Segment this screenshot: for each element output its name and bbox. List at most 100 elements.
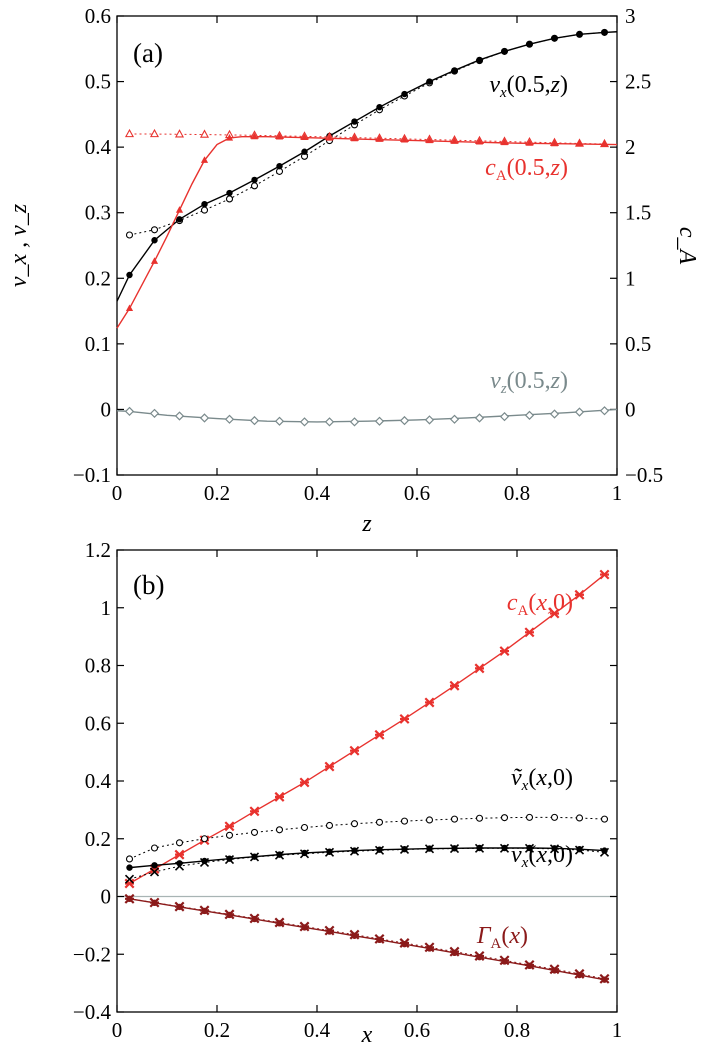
data-point-diamond [399, 415, 410, 426]
y2-tick-label-a: −0.5 [625, 463, 663, 487]
data-point-filled [501, 48, 508, 55]
label-end: ) [560, 155, 568, 181]
data-point-star [574, 589, 585, 600]
data-point-star [324, 925, 335, 936]
data-point-filled [451, 67, 458, 74]
data-point-star [574, 968, 585, 979]
data-point-star [449, 946, 460, 957]
panel-a: 0 0.2 0.4 0.6 0.8 1−0.100.10.20.30.40.50.6−0.… [6, 4, 700, 537]
y-tick-label-b: 1 [101, 596, 112, 620]
series-label-vxtilde: ṽx(x,0) [511, 765, 573, 794]
data-point-filled [150, 257, 159, 264]
data-point-star [474, 663, 485, 674]
series-label-gammaA: ΓA(x) [476, 923, 528, 952]
data-point-diamond [474, 413, 485, 423]
series-line [129, 847, 605, 869]
label-end: ,0) [547, 590, 573, 616]
data-point-filled [200, 156, 209, 163]
data-point-star [124, 878, 135, 889]
data-point-filled [175, 206, 184, 213]
data-point-open [450, 815, 459, 823]
data-point-filled [300, 133, 309, 141]
label-var: z [550, 368, 561, 394]
data-point-cross [174, 861, 185, 871]
data-point-open [325, 821, 334, 830]
label-var: z [550, 155, 561, 181]
y-tick-label-b: −0.4 [73, 1000, 112, 1024]
data-point-open [400, 817, 409, 825]
series-a-0 [116, 28, 618, 302]
series-label-vx-b: vx(x,0) [511, 842, 573, 871]
label-rest: ( [501, 923, 509, 949]
x-tick-label-b: 0 [112, 1018, 123, 1042]
data-point-star [299, 777, 310, 788]
y2-tick-label-a: 0.5 [625, 332, 651, 356]
x-tick-label-b: 0.6 [404, 1018, 430, 1042]
series-a-1 [116, 128, 618, 329]
data-point-filled [525, 139, 534, 146]
data-point-diamond [349, 417, 360, 427]
data-point-open [225, 195, 234, 203]
data-point-open [125, 231, 134, 239]
label-main: v [490, 368, 501, 394]
data-point-open [200, 206, 209, 214]
data-point-open [600, 815, 609, 823]
data-point-star [499, 955, 510, 966]
y-tick-label-b: 0 [101, 885, 112, 909]
data-point-cross [499, 843, 510, 853]
data-point-diamond [199, 413, 210, 423]
y-tick-label-b: 1.2 [85, 538, 111, 562]
data-point-diamond [149, 408, 160, 419]
label-sub: A [496, 168, 507, 184]
x-tick-label-a: 0.4 [304, 481, 331, 505]
data-point-filled [176, 216, 183, 223]
label-end: ) [560, 72, 568, 98]
series-dotted-line [129, 31, 605, 236]
data-point-open [250, 182, 259, 190]
data-point-star [449, 680, 460, 691]
label-main: ṽ [511, 765, 523, 791]
data-point-star [499, 646, 510, 657]
plot-frame-a [116, 15, 618, 476]
data-point-filled [151, 862, 158, 869]
y-tick-label-a: 0 [101, 397, 112, 421]
series-line [116, 408, 618, 423]
y2-tick-label-a: 2 [625, 135, 636, 159]
data-point-diamond [499, 411, 510, 422]
data-point-diamond [274, 416, 285, 426]
data-point-cross [124, 874, 135, 884]
series-dotted-line [129, 133, 605, 145]
data-point-filled [476, 56, 483, 64]
label-var: z [550, 72, 561, 98]
data-point-open [300, 823, 309, 832]
y2-axis-label-a: c_A [674, 227, 700, 265]
data-point-filled [526, 40, 533, 48]
series-a-2 [116, 406, 618, 427]
series-label-vx: vx(0.5,z) [489, 72, 568, 101]
data-point-star [599, 569, 610, 580]
data-point-star [349, 745, 360, 756]
label-sub: x [499, 85, 507, 101]
panel-b: 0 0.2 0.4 0.6 0.8 1 −0.4 −0.2 0 0.2 0.4 0.6 0.8 1 1.2 x… [73, 538, 622, 1045]
label-sub: z [500, 381, 507, 397]
data-point-diamond [224, 414, 235, 424]
data-point-filled [550, 139, 559, 147]
data-point-star [599, 973, 610, 984]
data-point-cross [399, 844, 410, 854]
data-point-open [250, 828, 259, 836]
data-point-open [375, 818, 384, 826]
y2-tick-label-a: 1.5 [625, 201, 651, 225]
data-point-filled [601, 29, 608, 36]
data-point-diamond [299, 417, 310, 427]
data-point-filled [401, 90, 408, 98]
data-point-open [425, 816, 434, 824]
data-point-open [350, 820, 359, 828]
data-point-diamond [174, 411, 185, 421]
data-point-open [150, 226, 159, 234]
series-b-vxtilde [125, 813, 609, 863]
label-rest: ( [528, 590, 536, 616]
label-end: ) [560, 368, 568, 394]
data-point-filled [226, 189, 233, 197]
y-tick-label-a: 0.6 [85, 4, 111, 28]
label-sub: A [491, 936, 502, 952]
